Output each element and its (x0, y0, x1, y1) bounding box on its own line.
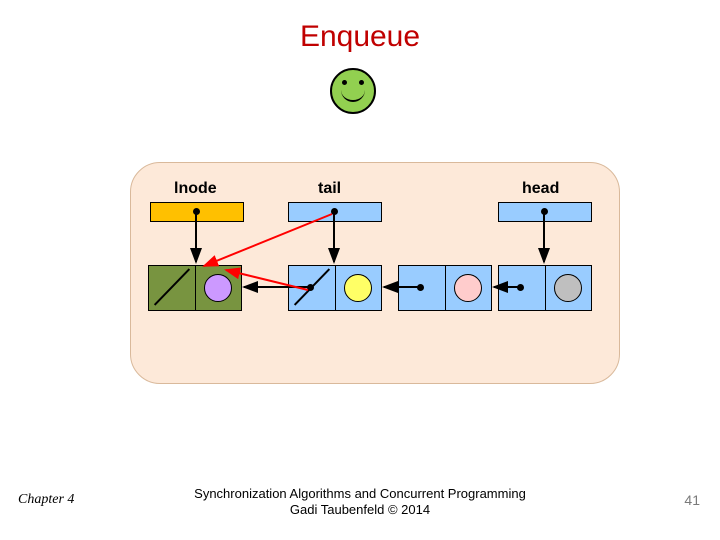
page-number: 41 (684, 492, 700, 508)
chapter-label: Chapter 4 (18, 492, 74, 508)
credit-line-1: Synchronization Algorithms and Concurren… (194, 486, 526, 501)
arrow-layer (0, 0, 720, 540)
credit-line-2: Gadi Taubenfeld © 2014 (290, 502, 430, 517)
credit-line: Synchronization Algorithms and Concurren… (180, 486, 540, 519)
